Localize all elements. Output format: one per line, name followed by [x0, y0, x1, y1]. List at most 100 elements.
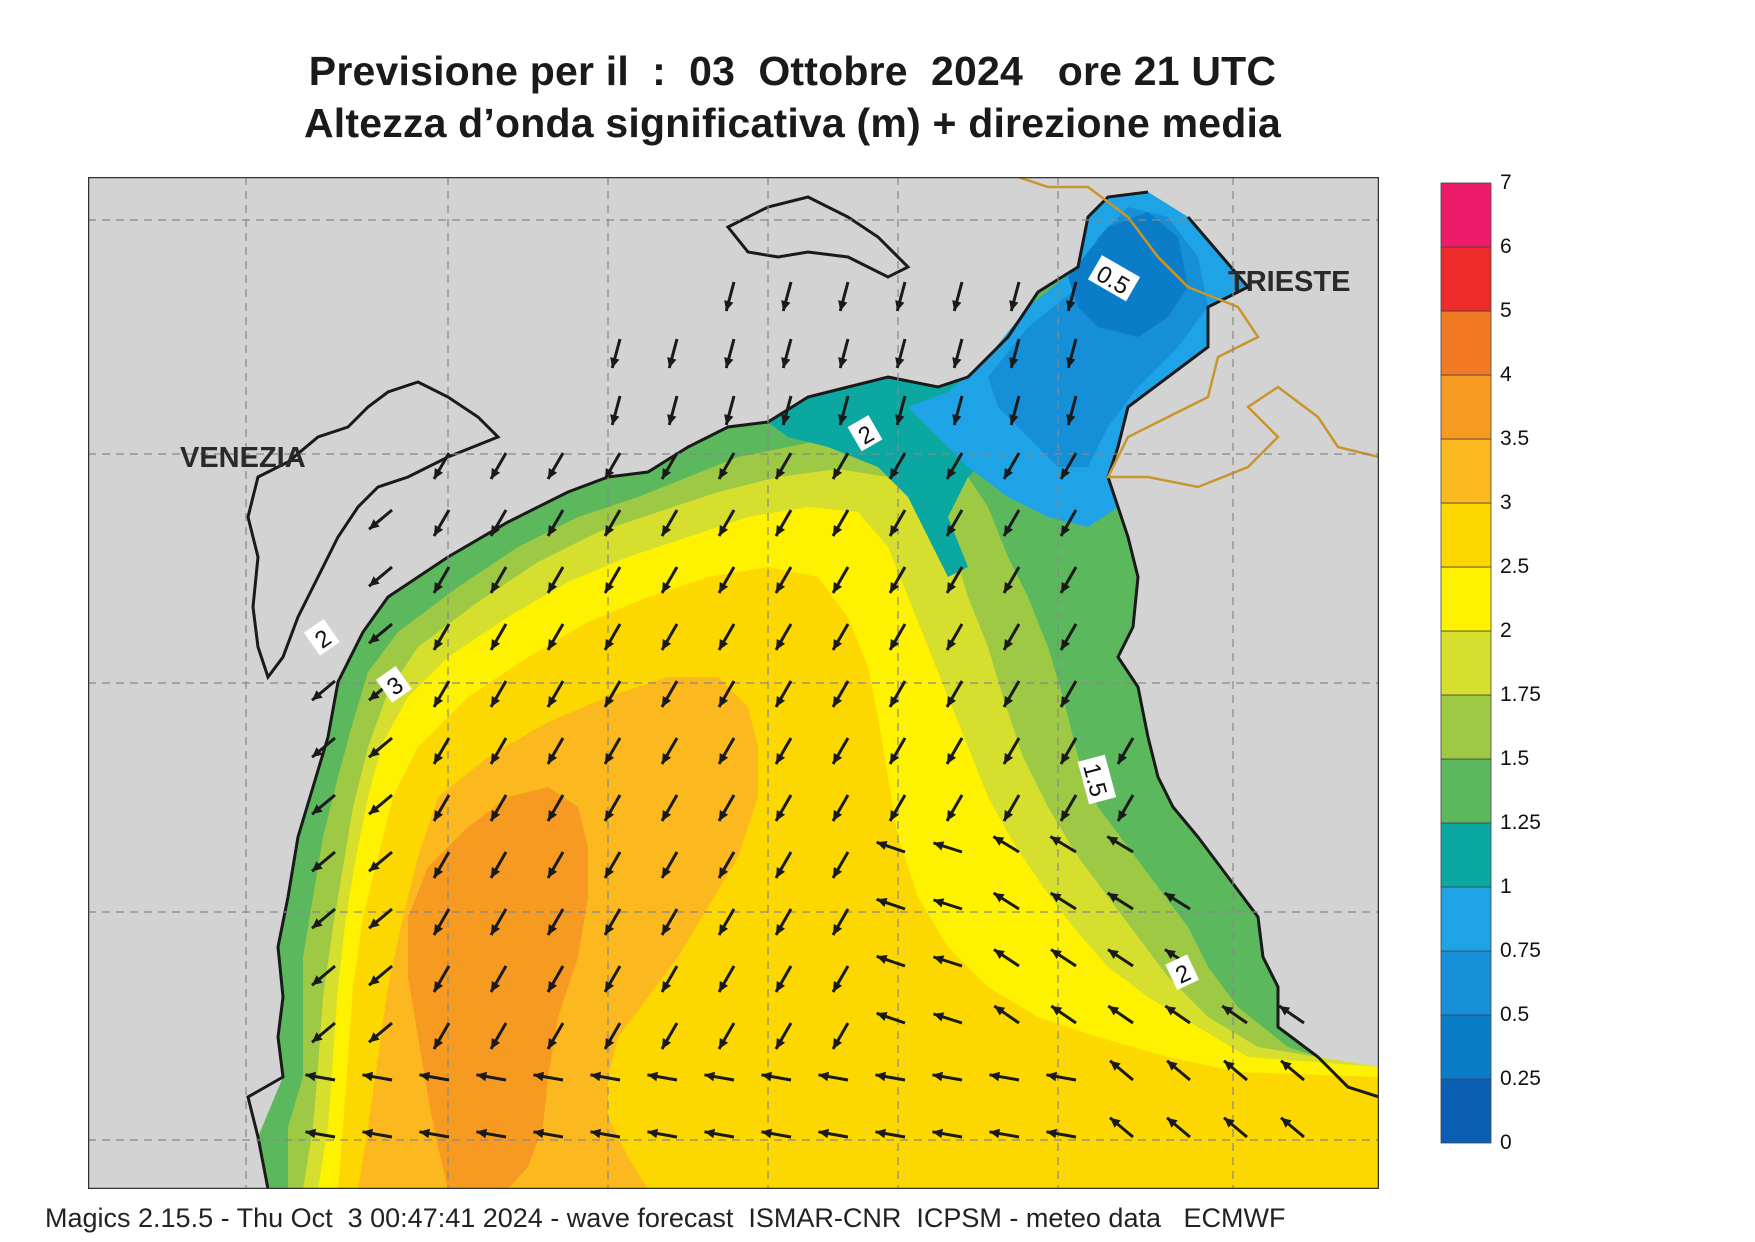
wave-arrowhead	[662, 1038, 672, 1049]
colorbar-swatch	[1440, 630, 1492, 696]
colorbar-swatch	[1440, 822, 1492, 888]
wave-arrowhead	[605, 525, 615, 536]
wave-arrowhead	[719, 981, 729, 992]
wave-arrowhead	[647, 1128, 659, 1139]
wave-arrowhead	[724, 300, 734, 311]
wave-arrowhead	[838, 300, 848, 311]
wave-arrowhead	[890, 696, 900, 707]
wave-arrowhead	[1164, 892, 1176, 903]
wave-arrowhead	[419, 1071, 431, 1082]
national-border	[1017, 177, 1379, 489]
colorbar-level-label: 6	[1500, 235, 1512, 258]
wave-arrowhead	[1165, 1005, 1177, 1016]
wave-arrowhead	[491, 753, 501, 764]
colorbar-level-label: 3.5	[1500, 427, 1530, 450]
coastline-east	[1106, 216, 1379, 1099]
wave-arrowhead	[833, 753, 843, 764]
wave-arrowhead	[548, 639, 558, 650]
wave-arrowhead	[719, 867, 729, 878]
wave-arrowhead	[776, 753, 786, 764]
wave-arrowhead	[1004, 810, 1014, 821]
wave-arrowhead	[761, 1128, 773, 1139]
colorbar-level-label: 1.5	[1500, 747, 1530, 770]
colorbar-level-label: 1	[1500, 875, 1512, 898]
colorbar	[1440, 182, 1492, 1144]
wave-arrowhead	[876, 1011, 888, 1022]
wave-arrowhead	[933, 898, 945, 908]
wave-arrowhead	[362, 1071, 374, 1082]
wave-arrowhead	[312, 861, 323, 872]
wave-arrowhead	[1061, 810, 1071, 821]
wave-arrowhead	[1224, 1060, 1235, 1071]
wave-arrowhead	[491, 924, 501, 935]
colorbar-swatch	[1440, 246, 1492, 312]
wave-arrowhead	[590, 1071, 602, 1082]
wave-arrowhead	[491, 810, 501, 821]
wave-arrowhead	[776, 924, 786, 935]
wave-arrowhead	[1004, 696, 1014, 707]
wave-arrowhead	[369, 747, 380, 758]
wave-arrowhead	[776, 639, 786, 650]
wave-arrowhead	[369, 861, 380, 872]
wave-arrowhead	[312, 1032, 323, 1043]
wave-arrowhead	[369, 690, 380, 701]
grado-lagoon	[725, 195, 911, 279]
wave-arrowhead	[312, 975, 323, 986]
wave-arrowhead	[704, 1128, 716, 1139]
coastline-west	[246, 190, 1149, 1189]
wave-arrowhead	[833, 582, 843, 593]
wave-arrowhead	[605, 696, 615, 707]
wave-arrowhead	[1066, 300, 1076, 311]
colorbar-level-label: 0	[1500, 1131, 1512, 1154]
colorbar-level-label: 3	[1500, 491, 1512, 514]
wave-arrowhead	[719, 639, 729, 650]
wave-arrowhead	[952, 414, 962, 425]
wave-arrowhead	[989, 1128, 1001, 1139]
wave-arrowhead	[305, 1128, 317, 1139]
wave-arrowhead	[947, 696, 957, 707]
wave-arrowhead	[1110, 1117, 1121, 1128]
wave-arrowhead	[833, 981, 843, 992]
wave-arrowhead	[476, 1128, 488, 1139]
wave-arrowhead	[533, 1128, 545, 1139]
wave-arrowhead	[952, 300, 962, 311]
wave-arrowhead	[548, 525, 558, 536]
wave-arrowhead	[947, 582, 957, 593]
wave-arrowhead	[1050, 892, 1062, 903]
wave-arrowhead	[818, 1071, 830, 1082]
wave-arrowhead	[1061, 753, 1071, 764]
wave-arrowhead	[993, 949, 1005, 959]
band-3.5	[408, 787, 588, 1189]
wave-arrowhead	[776, 468, 786, 479]
wave-arrowhead	[1061, 525, 1071, 536]
wave-arrowhead	[548, 582, 558, 593]
wave-arrowhead	[1222, 1005, 1234, 1016]
wave-arrowhead	[781, 414, 791, 425]
wave-arrowhead	[1004, 639, 1014, 650]
wave-arrowhead	[605, 924, 615, 935]
wave-arrowhead	[947, 525, 957, 536]
wave-arrowhead	[833, 810, 843, 821]
wave-arrowhead	[719, 1038, 729, 1049]
wave-arrowhead	[491, 696, 501, 707]
wave-arrowhead	[890, 639, 900, 650]
wave-arrowhead	[1224, 1117, 1235, 1128]
wave-arrowhead	[662, 981, 672, 992]
wave-arrowhead	[605, 639, 615, 650]
wave-arrowhead	[947, 753, 957, 764]
wave-arrowhead	[719, 696, 729, 707]
wave-arrowhead	[662, 582, 672, 593]
wave-arrowhead	[890, 810, 900, 821]
wave-arrowhead	[434, 867, 444, 878]
wave-arrowhead	[876, 897, 888, 908]
wave-arrowhead	[369, 633, 380, 644]
colorbar-level-label: 4	[1500, 363, 1512, 386]
wave-arrowhead	[1061, 582, 1071, 593]
wave-arrowhead	[1050, 949, 1062, 959]
map-title: Previsione per il : 03 Ottobre 2024 ore …	[308, 48, 1277, 94]
wave-arrowhead	[476, 1071, 488, 1082]
wave-arrowhead	[932, 1128, 944, 1139]
wave-arrowhead	[662, 810, 672, 821]
wave-arrowhead	[719, 753, 729, 764]
wave-arrowhead	[947, 639, 957, 650]
